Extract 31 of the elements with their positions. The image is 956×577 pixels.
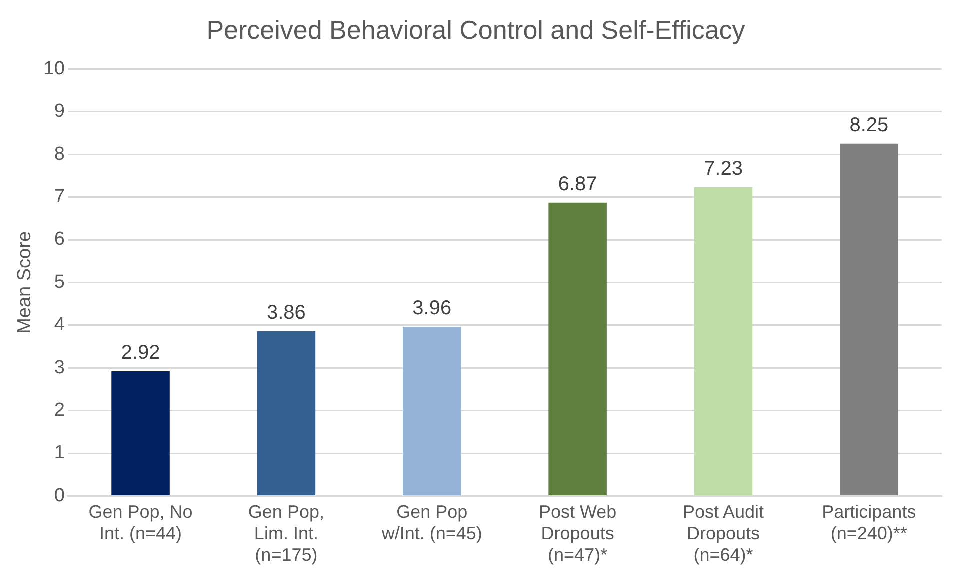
bar: [402, 327, 462, 496]
bar: [548, 202, 607, 496]
bar: [257, 331, 316, 496]
bar: [840, 144, 898, 496]
y-tick-label: 8: [54, 144, 65, 165]
x-tick-label: Gen Pop w/Int. (n=45): [380, 502, 482, 544]
y-tick-label: 2: [54, 400, 65, 422]
bar: [112, 372, 170, 496]
data-label: 3.96: [412, 298, 452, 320]
data-label: 3.86: [266, 302, 306, 324]
y-tick-label: 4: [54, 314, 66, 336]
y-tick-label: 7: [54, 186, 65, 208]
data-label: 2.92: [121, 342, 160, 364]
y-tick-label: 5: [54, 272, 65, 293]
x-tick-label: Gen Pop, No Int. (n=44): [88, 502, 193, 544]
y-axis-title: Mean Score: [14, 231, 36, 334]
y-tick-label: 9: [54, 101, 65, 122]
x-tick-label: Post Audit Dropouts (n=64)*: [682, 502, 764, 566]
data-label: 8.25: [850, 114, 889, 136]
data-label: 6.87: [558, 173, 598, 196]
bar: [694, 187, 753, 496]
y-tick-label: 6: [54, 229, 65, 250]
data-label: 7.23: [704, 158, 743, 180]
x-tick-label: Post Web Dropouts (n=47)*: [538, 502, 617, 566]
y-tick-label: 10: [44, 58, 65, 80]
x-tick-label: Gen Pop, Lim. Int. (n=175): [248, 502, 324, 566]
y-tick-label: 3: [54, 357, 65, 378]
x-tick-label: Participants (n=240)**: [822, 502, 916, 544]
y-tick-label: 1: [54, 442, 65, 464]
chart-title: Perceived Behavioral Control and Self-Efficacy: [206, 14, 746, 45]
y-tick-label: 0: [54, 485, 65, 506]
